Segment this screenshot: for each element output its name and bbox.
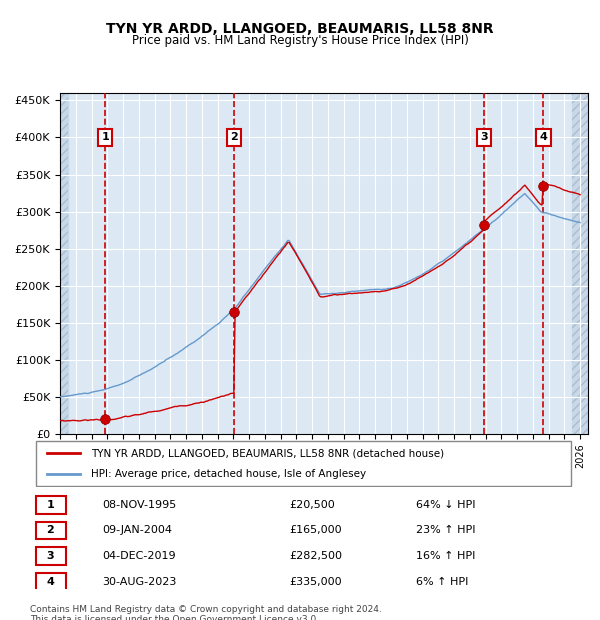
FancyBboxPatch shape	[35, 521, 66, 539]
Text: TYN YR ARDD, LLANGOED, BEAUMARIS, LL58 8NR: TYN YR ARDD, LLANGOED, BEAUMARIS, LL58 8…	[106, 22, 494, 36]
Text: 1: 1	[101, 132, 109, 143]
Bar	[60, 93, 68, 434]
FancyBboxPatch shape	[35, 573, 66, 591]
Bar	[60, 93, 68, 434]
Text: 3: 3	[481, 132, 488, 143]
Text: £335,000: £335,000	[289, 577, 342, 587]
Text: 04-DEC-2019: 04-DEC-2019	[102, 551, 175, 561]
Text: 30-AUG-2023: 30-AUG-2023	[102, 577, 176, 587]
FancyBboxPatch shape	[35, 441, 571, 486]
Text: 3: 3	[47, 551, 54, 561]
Text: 4: 4	[46, 577, 55, 587]
Text: TYN YR ARDD, LLANGOED, BEAUMARIS, LL58 8NR (detached house): TYN YR ARDD, LLANGOED, BEAUMARIS, LL58 8…	[91, 448, 444, 458]
Text: 64% ↓ HPI: 64% ↓ HPI	[416, 500, 476, 510]
Text: 08-NOV-1995: 08-NOV-1995	[102, 500, 176, 510]
Text: 6% ↑ HPI: 6% ↑ HPI	[416, 577, 469, 587]
Text: 4: 4	[539, 132, 547, 143]
Text: Price paid vs. HM Land Registry's House Price Index (HPI): Price paid vs. HM Land Registry's House …	[131, 34, 469, 47]
Text: £20,500: £20,500	[289, 500, 335, 510]
Bar	[572, 93, 588, 434]
Text: Contains HM Land Registry data © Crown copyright and database right 2024.
This d: Contains HM Land Registry data © Crown c…	[30, 604, 382, 620]
FancyBboxPatch shape	[35, 547, 66, 565]
Text: 09-JAN-2004: 09-JAN-2004	[102, 526, 172, 536]
FancyBboxPatch shape	[35, 496, 66, 513]
Text: HPI: Average price, detached house, Isle of Anglesey: HPI: Average price, detached house, Isle…	[91, 469, 366, 479]
Text: £282,500: £282,500	[289, 551, 343, 561]
Text: 1: 1	[47, 500, 54, 510]
Text: 2: 2	[47, 526, 54, 536]
Text: 23% ↑ HPI: 23% ↑ HPI	[416, 526, 476, 536]
Bar	[572, 93, 588, 434]
Text: £165,000: £165,000	[289, 526, 342, 536]
Text: 16% ↑ HPI: 16% ↑ HPI	[416, 551, 476, 561]
Text: 2: 2	[230, 132, 238, 143]
